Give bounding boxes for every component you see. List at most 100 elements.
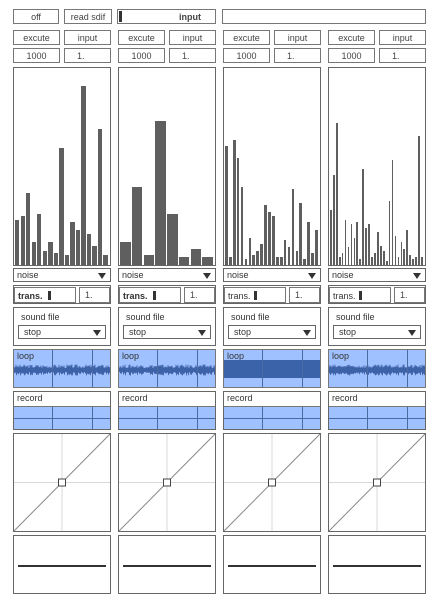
trans-slider[interactable]: trans.	[224, 287, 286, 303]
input-button[interactable]: input	[117, 9, 216, 24]
trans-slider[interactable]: trans.	[119, 287, 181, 303]
histogram-bar	[37, 214, 42, 265]
trans-row: trans. 1.	[13, 285, 111, 304]
off-button[interactable]: off	[13, 9, 59, 24]
trans-row: trans. 1.	[223, 285, 321, 304]
level-panel[interactable]	[13, 535, 111, 594]
trans-value[interactable]: 1.	[394, 287, 425, 303]
noise-dropdown[interactable]: noise	[118, 268, 216, 282]
value-field[interactable]: 1.	[169, 48, 216, 63]
trans-slider[interactable]: trans.	[329, 287, 391, 303]
record-divider	[157, 407, 158, 429]
histogram-bar	[388, 200, 391, 265]
histogram[interactable]	[223, 67, 321, 266]
histogram-bar	[368, 224, 370, 265]
trans-slider-mark	[254, 291, 257, 300]
count-field[interactable]: 1000	[118, 48, 165, 63]
histogram-bar	[48, 241, 53, 265]
loop-divider	[302, 350, 303, 387]
histogram-bar	[350, 224, 353, 265]
level-panel[interactable]	[223, 535, 321, 594]
histogram[interactable]	[118, 67, 216, 266]
input-button[interactable]: input	[169, 30, 216, 45]
xy-pad[interactable]	[118, 433, 216, 532]
histogram-bar	[248, 237, 252, 265]
trans-slider[interactable]: trans.	[14, 287, 76, 303]
histogram-bar	[394, 235, 397, 265]
input-button[interactable]: input	[64, 30, 111, 45]
xy-pad[interactable]	[223, 433, 321, 532]
loop-panel[interactable]: loop	[118, 349, 216, 388]
input-button[interactable]: input	[274, 30, 321, 45]
histogram-bar	[86, 233, 92, 265]
sound-file-dropdown[interactable]: stop	[18, 325, 106, 339]
trans-label: trans.	[18, 291, 43, 301]
loop-divider	[407, 350, 408, 387]
histogram-bar	[15, 220, 20, 265]
level-panel[interactable]	[118, 535, 216, 594]
histogram-bar	[92, 245, 97, 265]
xy-pad[interactable]	[328, 433, 426, 532]
record-grid	[329, 406, 425, 429]
execute-button[interactable]: excute	[118, 30, 165, 45]
histogram-bar	[330, 210, 332, 265]
trans-value[interactable]: 1.	[289, 287, 320, 303]
record-label: record	[227, 393, 253, 403]
noise-dropdown[interactable]: noise	[13, 268, 111, 282]
histogram-bar	[244, 259, 248, 265]
trans-label: trans.	[228, 291, 251, 301]
xy-pad-graphic	[14, 434, 110, 531]
record-panel[interactable]: record	[223, 391, 321, 430]
trans-value[interactable]: 1.	[79, 287, 110, 303]
histogram-bar	[264, 204, 267, 265]
noise-dropdown[interactable]: noise	[328, 268, 426, 282]
histogram-bar	[279, 257, 283, 265]
trans-row: trans. 1.	[118, 285, 216, 304]
chevron-down-icon	[408, 330, 416, 336]
value-field[interactable]: 1.	[379, 48, 426, 63]
sound-file-panel: sound file stop	[328, 307, 426, 346]
record-panel[interactable]: record	[13, 391, 111, 430]
sound-file-label: sound file	[336, 312, 375, 322]
blank-field[interactable]	[222, 9, 426, 24]
sound-file-dropdown[interactable]: stop	[333, 325, 421, 339]
histogram-bar	[70, 222, 75, 265]
value-field[interactable]: 1.	[274, 48, 321, 63]
noise-label: noise	[17, 270, 39, 280]
execute-button[interactable]: excute	[13, 30, 60, 45]
execute-button[interactable]: excute	[223, 30, 270, 45]
input-button[interactable]: input	[379, 30, 426, 45]
read-sdif-button[interactable]: read sdif	[64, 9, 112, 24]
execute-button[interactable]: excute	[328, 30, 375, 45]
histogram-bar	[143, 255, 155, 265]
noise-dropdown[interactable]: noise	[223, 268, 321, 282]
count-field[interactable]: 1000	[328, 48, 375, 63]
count-field[interactable]: 1000	[223, 48, 270, 63]
level-panel[interactable]	[328, 535, 426, 594]
value-field[interactable]: 1.	[64, 48, 111, 63]
histogram[interactable]	[328, 67, 426, 266]
loop-label: loop	[332, 351, 350, 361]
record-panel[interactable]: record	[118, 391, 216, 430]
histogram[interactable]	[13, 67, 111, 266]
histogram-bar	[256, 251, 260, 265]
sound-file-value: stop	[234, 327, 252, 337]
histogram-bar	[347, 247, 350, 265]
record-panel[interactable]: record	[328, 391, 426, 430]
loop-divider	[262, 350, 263, 387]
loop-panel[interactable]: loop	[328, 349, 426, 388]
count-field[interactable]: 1000	[13, 48, 60, 63]
record-divider	[262, 407, 263, 429]
xy-pad[interactable]	[13, 433, 111, 532]
histogram-bar	[26, 192, 31, 265]
record-grid	[224, 406, 320, 429]
noise-label: noise	[332, 270, 354, 280]
loop-panel[interactable]: loop	[223, 349, 321, 388]
input-slider-mark	[119, 11, 122, 22]
sound-file-dropdown[interactable]: stop	[228, 325, 316, 339]
histogram-bar	[332, 175, 335, 265]
loop-panel[interactable]: loop	[13, 349, 111, 388]
histogram-bar	[20, 216, 25, 265]
trans-value[interactable]: 1.	[184, 287, 215, 303]
sound-file-dropdown[interactable]: stop	[123, 325, 211, 339]
